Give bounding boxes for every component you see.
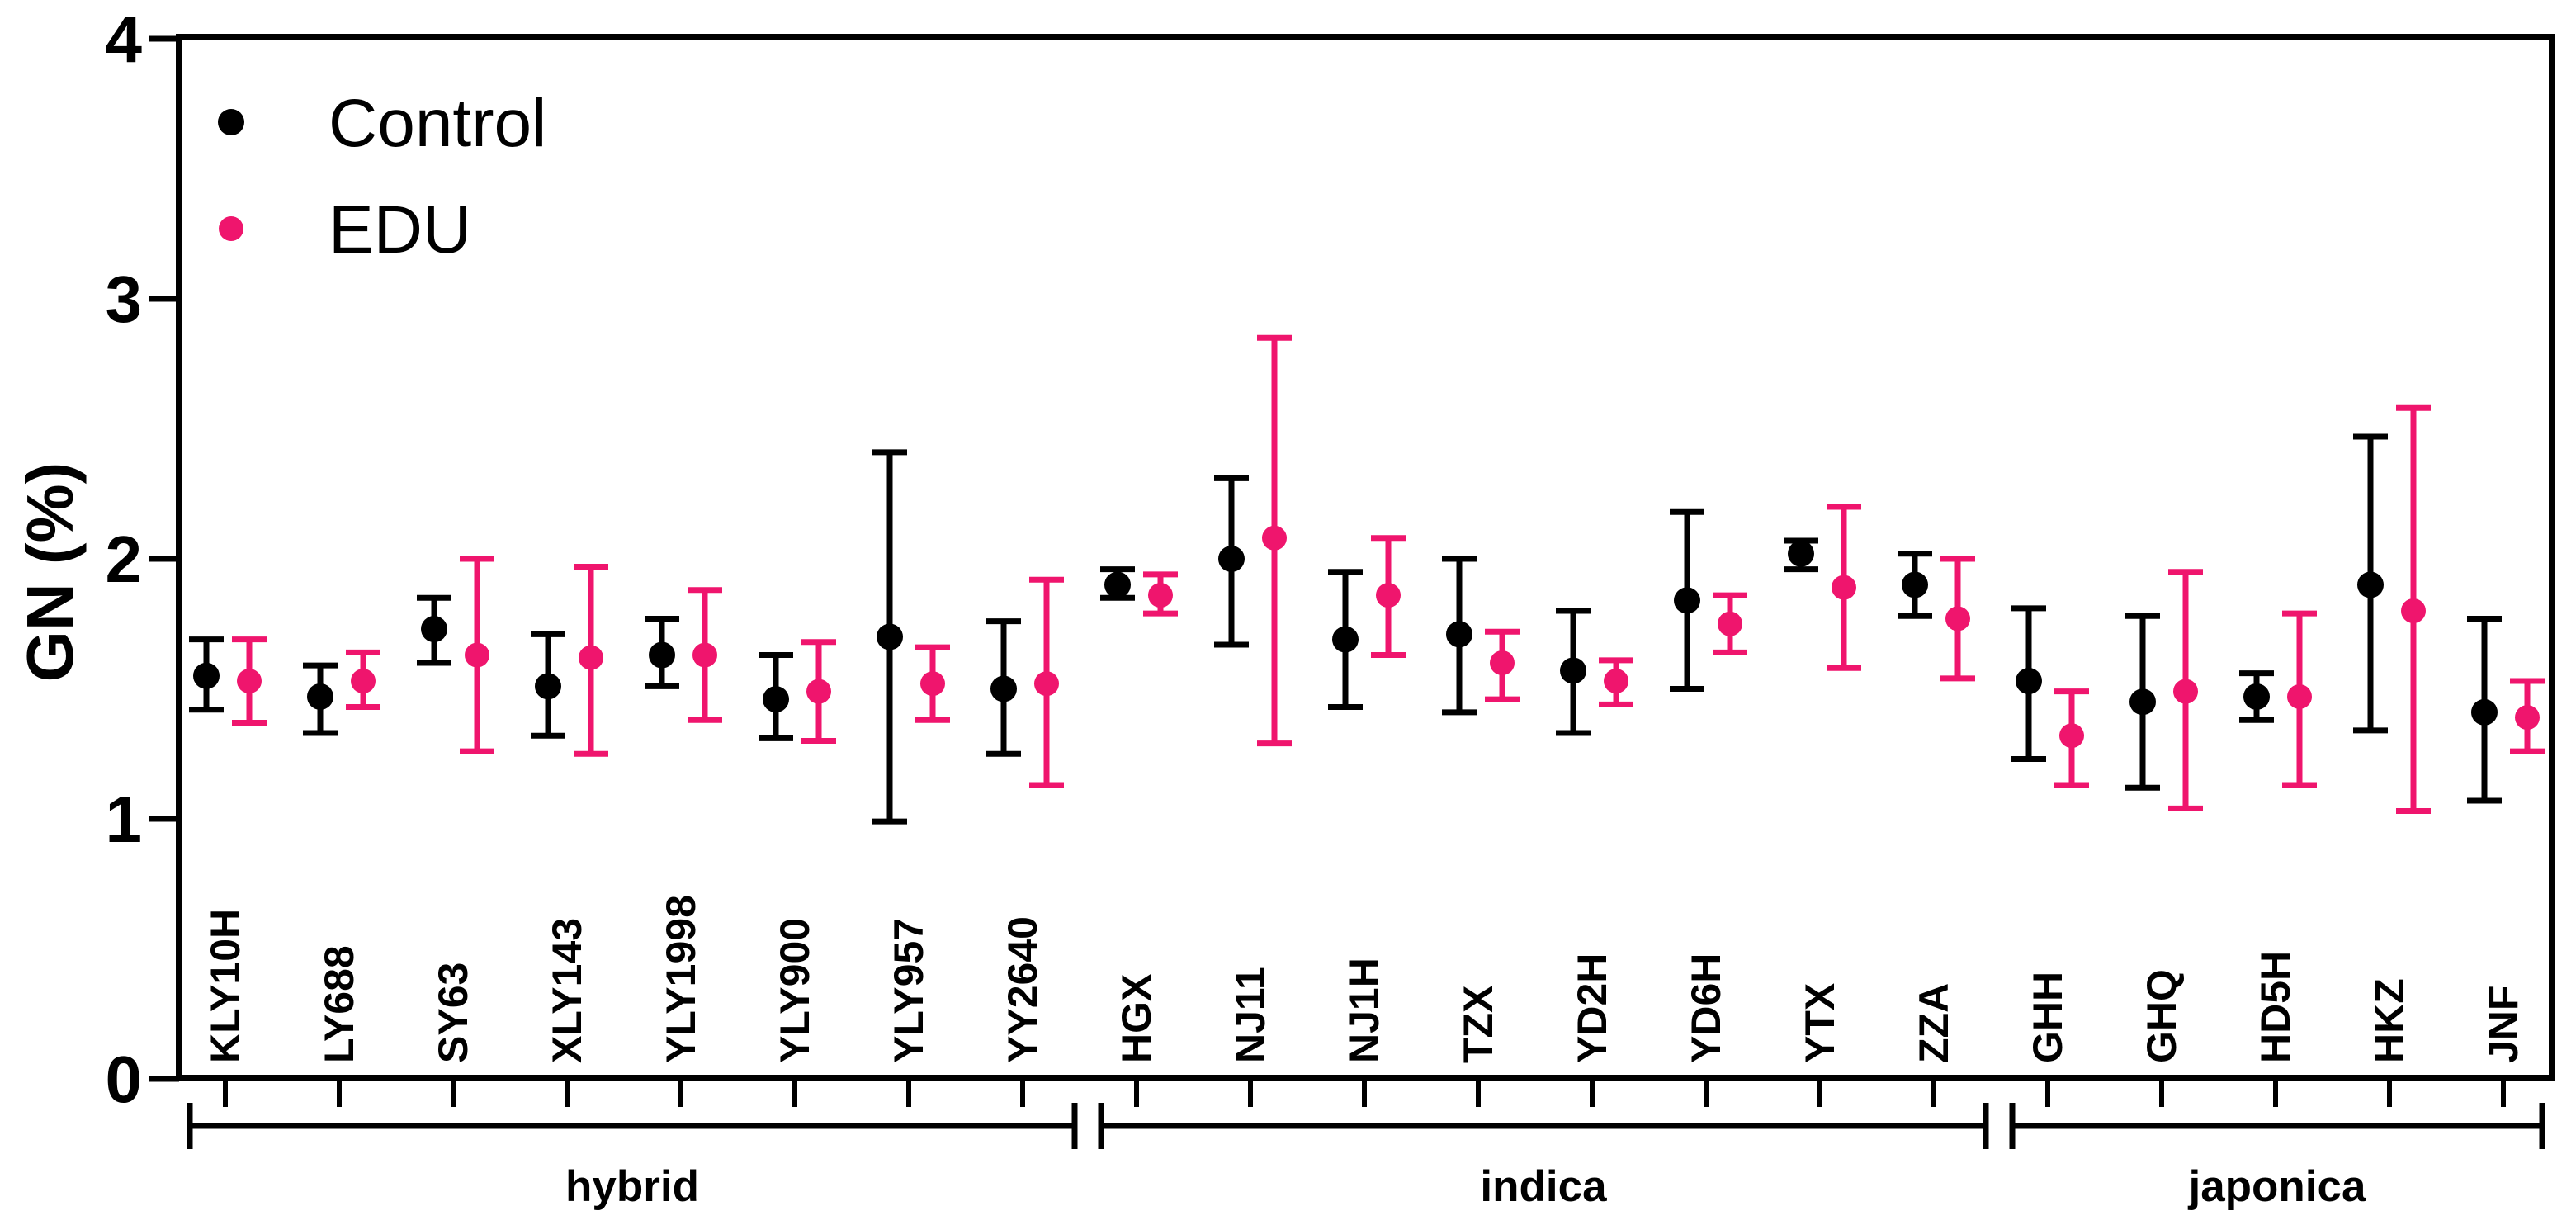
group-label-indica: indica bbox=[1480, 1162, 1607, 1211]
point-HKZ-edu bbox=[2401, 598, 2426, 623]
x-label-GHQ: GHQ bbox=[2139, 969, 2185, 1063]
point-GHH-control bbox=[2016, 668, 2042, 695]
point-YD2H-edu bbox=[1604, 669, 1628, 694]
point-HKZ-control bbox=[2357, 571, 2384, 598]
x-label-NJ11: NJ11 bbox=[1227, 967, 1274, 1063]
x-label-KLY10H: KLY10H bbox=[202, 909, 248, 1063]
x-label-HKZ: HKZ bbox=[2366, 978, 2413, 1063]
point-YY2640-edu bbox=[1034, 671, 1059, 697]
x-label-YD2H: YD2H bbox=[1569, 953, 1615, 1063]
point-YD6H-edu bbox=[1718, 611, 1742, 636]
legend-label-control: Control bbox=[328, 86, 546, 161]
x-label-JNF: JNF bbox=[2480, 986, 2526, 1063]
plot-frame bbox=[176, 34, 2555, 1081]
point-YLY1998-control bbox=[649, 641, 675, 669]
point-HGX-control bbox=[1104, 571, 1131, 598]
point-GHQ-control bbox=[2129, 688, 2156, 716]
point-XLY143-control bbox=[535, 673, 561, 700]
x-label-YLY900: YLY900 bbox=[772, 918, 818, 1063]
x-label-XLY143: XLY143 bbox=[544, 918, 590, 1063]
point-NJ11-control bbox=[1218, 546, 1245, 572]
point-NJ11-edu bbox=[1262, 525, 1287, 551]
x-label-HD5H: HD5H bbox=[2252, 951, 2299, 1063]
x-label-LY688: LY688 bbox=[316, 945, 362, 1063]
legend-label-edu: EDU bbox=[328, 192, 471, 267]
group-label-japonica: japonica bbox=[2187, 1162, 2366, 1211]
point-YY2640-control bbox=[990, 675, 1017, 702]
x-label-SY63: SY63 bbox=[430, 962, 476, 1063]
point-NJ1H-control bbox=[1332, 626, 1359, 653]
point-TZX-control bbox=[1446, 621, 1472, 648]
point-SY63-edu bbox=[465, 642, 489, 668]
point-GHH-edu bbox=[2059, 723, 2084, 749]
point-HD5H-edu bbox=[2287, 683, 2312, 709]
y-tick-label: 1 bbox=[106, 783, 143, 856]
point-YD6H-control bbox=[1674, 587, 1700, 614]
y-tick-label: 0 bbox=[106, 1043, 143, 1116]
point-ZZA-edu bbox=[1945, 606, 1970, 631]
point-YLY957-edu bbox=[920, 671, 945, 697]
x-label-HGX: HGX bbox=[1113, 974, 1160, 1063]
point-HGX-edu bbox=[1148, 583, 1173, 608]
y-tick-label: 4 bbox=[106, 2, 143, 76]
point-SY63-control bbox=[421, 616, 447, 643]
legend-dot-control bbox=[218, 109, 244, 135]
x-label-ZZA: ZZA bbox=[1911, 983, 1957, 1063]
point-HD5H-control bbox=[2243, 683, 2270, 710]
x-label-TZX: TZX bbox=[1455, 986, 1501, 1063]
x-label-NJ1H: NJ1H bbox=[1341, 958, 1387, 1063]
x-label-GHH: GHH bbox=[2025, 972, 2071, 1063]
x-label-YD6H: YD6H bbox=[1683, 953, 1729, 1063]
point-YTX-control bbox=[1788, 540, 1814, 567]
group-label-hybrid: hybrid bbox=[565, 1162, 699, 1211]
point-YTX-edu bbox=[1832, 575, 1856, 600]
point-YLY900-edu bbox=[806, 679, 831, 704]
y-tick-label: 2 bbox=[106, 523, 143, 596]
x-label-YLY957: YLY957 bbox=[886, 918, 932, 1063]
x-label-YTX: YTX bbox=[1797, 983, 1843, 1063]
point-YLY900-control bbox=[763, 686, 789, 713]
legend-dot-edu bbox=[219, 216, 243, 241]
point-LY688-control bbox=[307, 683, 333, 710]
point-KLY10H-control bbox=[193, 662, 220, 689]
point-TZX-edu bbox=[1490, 650, 1515, 675]
x-label-YY2640: YY2640 bbox=[1000, 916, 1046, 1063]
point-ZZA-control bbox=[1902, 571, 1928, 598]
point-NJ1H-edu bbox=[1376, 583, 1401, 608]
y-tick-label: 3 bbox=[106, 262, 143, 336]
point-JNF-edu bbox=[2515, 705, 2540, 731]
x-label-YLY1998: YLY1998 bbox=[658, 895, 704, 1063]
point-YD2H-control bbox=[1560, 657, 1586, 684]
point-GHQ-edu bbox=[2173, 679, 2198, 704]
point-KLY10H-edu bbox=[237, 669, 262, 694]
point-JNF-control bbox=[2471, 698, 2498, 726]
point-LY688-edu bbox=[351, 669, 376, 694]
y-axis-title: GN (%) bbox=[13, 462, 87, 683]
point-YLY957-control bbox=[877, 623, 903, 650]
point-XLY143-edu bbox=[579, 645, 603, 670]
point-YLY1998-edu bbox=[692, 642, 717, 668]
